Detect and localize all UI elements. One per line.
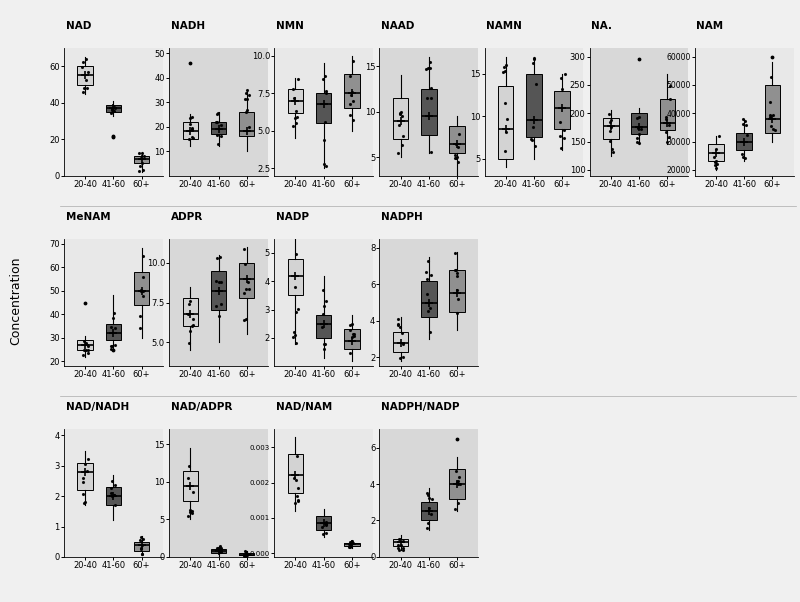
PathPatch shape <box>421 89 437 135</box>
PathPatch shape <box>316 516 331 530</box>
PathPatch shape <box>316 93 331 123</box>
PathPatch shape <box>393 98 408 139</box>
PathPatch shape <box>737 133 752 150</box>
PathPatch shape <box>393 332 408 352</box>
PathPatch shape <box>498 86 514 158</box>
PathPatch shape <box>106 487 121 505</box>
Text: NAD: NAD <box>66 21 91 31</box>
PathPatch shape <box>344 329 360 349</box>
Text: MeNAM: MeNAM <box>66 212 110 222</box>
Text: NADH: NADH <box>170 21 205 31</box>
PathPatch shape <box>134 542 150 551</box>
PathPatch shape <box>239 112 254 137</box>
PathPatch shape <box>708 144 724 161</box>
PathPatch shape <box>182 471 198 501</box>
Text: NAAD: NAAD <box>381 21 414 31</box>
Text: NAD/NAM: NAD/NAM <box>276 402 332 412</box>
Text: NMN: NMN <box>276 21 304 31</box>
Text: NAD/ADPR: NAD/ADPR <box>170 402 232 412</box>
PathPatch shape <box>239 262 254 298</box>
Text: NADPH: NADPH <box>381 212 422 222</box>
PathPatch shape <box>344 73 360 108</box>
PathPatch shape <box>450 470 465 498</box>
Text: NAMN: NAMN <box>486 21 522 31</box>
PathPatch shape <box>421 502 437 521</box>
PathPatch shape <box>659 99 675 130</box>
PathPatch shape <box>450 126 465 153</box>
PathPatch shape <box>182 122 198 139</box>
PathPatch shape <box>288 259 303 296</box>
PathPatch shape <box>288 454 303 493</box>
PathPatch shape <box>78 340 93 350</box>
PathPatch shape <box>631 113 647 134</box>
PathPatch shape <box>210 550 226 553</box>
PathPatch shape <box>78 66 93 84</box>
PathPatch shape <box>765 85 780 133</box>
PathPatch shape <box>210 122 226 134</box>
PathPatch shape <box>603 118 618 139</box>
PathPatch shape <box>554 91 570 129</box>
PathPatch shape <box>78 463 93 490</box>
PathPatch shape <box>106 105 121 112</box>
Text: NAM: NAM <box>697 21 723 31</box>
PathPatch shape <box>316 315 331 338</box>
PathPatch shape <box>421 281 437 317</box>
PathPatch shape <box>239 553 254 556</box>
PathPatch shape <box>106 324 121 340</box>
PathPatch shape <box>134 272 150 305</box>
Text: NADPH/NADP: NADPH/NADP <box>381 402 459 412</box>
PathPatch shape <box>344 542 360 546</box>
PathPatch shape <box>450 270 465 312</box>
PathPatch shape <box>393 539 408 546</box>
Text: NA.: NA. <box>591 21 612 31</box>
PathPatch shape <box>134 155 150 163</box>
PathPatch shape <box>210 271 226 311</box>
PathPatch shape <box>526 73 542 137</box>
PathPatch shape <box>288 88 303 113</box>
Text: NADP: NADP <box>276 212 309 222</box>
PathPatch shape <box>182 298 198 326</box>
Text: ADPR: ADPR <box>170 212 203 222</box>
Text: NAD/NADH: NAD/NADH <box>66 402 129 412</box>
Text: Concentration: Concentration <box>10 256 22 346</box>
